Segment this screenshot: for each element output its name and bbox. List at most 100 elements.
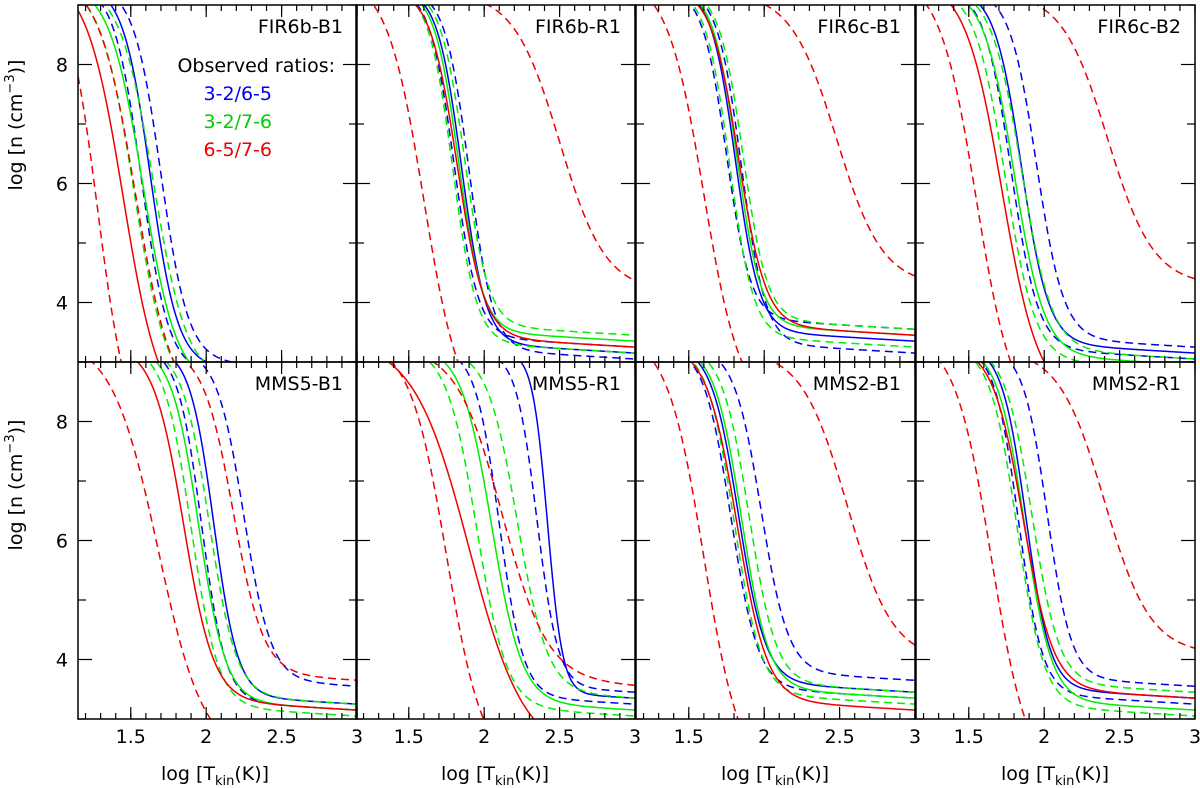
- svg-text:log [Tkin(K)]: log [Tkin(K)]: [441, 763, 549, 788]
- panel-curves: [925, 5, 1195, 362]
- series-line-6-5-7-6-dashed-7: [1035, 5, 1195, 280]
- panel-curves: [653, 5, 915, 362]
- series-line-6-5-7-6-dashed-8: [78, 75, 122, 362]
- panel-title: MMS5-R1: [532, 373, 621, 395]
- x-tick-label: 2.5: [544, 726, 574, 748]
- legend-entry-3-2-6-5: 3-2/6-5: [204, 83, 272, 105]
- x-axis-title-sub: kin: [1055, 774, 1074, 788]
- y-axis-title-text: log [n (cm: [5, 454, 27, 551]
- svg-text:log [Tkin(K)]: log [Tkin(K)]: [721, 763, 829, 788]
- x-axis-title-sub: kin: [775, 774, 794, 788]
- series-line-3-2-7-6-dashed-5: [692, 362, 915, 705]
- legend-title: Observed ratios:: [177, 55, 335, 77]
- panel-fir6c-b1: FIR6c-B1: [635, 4, 916, 363]
- series-line-6-5-7-6-dashed-7: [1031, 362, 1195, 649]
- x-tick-label: 2: [1038, 726, 1050, 748]
- svg-text:log [Tkin(K)]: log [Tkin(K)]: [1001, 763, 1109, 788]
- y-tick-label: 4: [56, 293, 68, 315]
- panel-fir6b-b1: 4 6 8 FIR6b-B1: [56, 4, 358, 363]
- panel-curves: [387, 362, 635, 719]
- series-line-3-2-6-5-dashed-2: [162, 362, 357, 711]
- series-line-6-5-7-6-solid-6: [136, 362, 357, 711]
- series-line-3-2-7-6-dashed-5: [414, 5, 635, 354]
- y-axis-title-text: log [n (cm: [5, 94, 27, 191]
- x-axis-title-end: (K)]: [514, 763, 549, 785]
- panel-curves: [90, 362, 357, 719]
- x-axis-title-sub: kin: [495, 774, 514, 788]
- series-line-3-2-6-5-solid-0: [979, 5, 1195, 354]
- x-tick-label: 2: [758, 726, 770, 748]
- series-line-3-2-6-5-dashed-1: [430, 5, 635, 360]
- x-axis-title-end: (K)]: [1074, 763, 1109, 785]
- panel-frame: [355, 4, 636, 363]
- panel-fir6c-b2: FIR6c-B2: [915, 4, 1196, 363]
- series-line-3-2-6-5-solid-0: [519, 362, 635, 699]
- x-tick-label: 2: [200, 726, 212, 748]
- panel-curves: [372, 5, 635, 362]
- series-line-3-2-6-5-dashed-1: [703, 5, 915, 354]
- series-line-6-5-7-6-dashed-8: [939, 362, 1027, 719]
- panel-title: FIR6c-B2: [1097, 16, 1181, 38]
- series-line-3-2-7-6-dashed-5: [692, 5, 915, 348]
- y-tick-label: 8: [56, 55, 68, 77]
- series-line-3-2-7-6-dashed-4: [165, 362, 357, 705]
- series-line-3-2-7-6-solid-3: [981, 362, 1195, 711]
- x-tick-label: 2.5: [1104, 726, 1134, 748]
- series-line-3-2-6-5-dashed-1: [198, 362, 357, 687]
- x-axis-title-text: log [T: [721, 763, 775, 785]
- x-tick-label: 3: [351, 726, 363, 748]
- x-tick-label: 3: [909, 726, 921, 748]
- series-line-3-2-7-6-solid-3: [442, 362, 635, 711]
- panel-title: MMS5-B1: [255, 373, 343, 395]
- panel-title: MMS2-B1: [813, 373, 901, 395]
- series-line-3-2-7-6-dashed-5: [428, 362, 635, 717]
- series-line-3-2-6-5-solid-0: [109, 5, 209, 362]
- y-tick-label: 4: [56, 650, 68, 672]
- series-line-6-5-7-6-dashed-8: [652, 362, 739, 719]
- legend-entry-3-2-7-6: 3-2/7-6: [204, 111, 272, 133]
- series-line-3-2-6-5-dashed-2: [416, 5, 635, 348]
- x-tick-label: 1.5: [954, 726, 984, 748]
- series-line-3-2-6-5-dashed-1: [718, 362, 915, 682]
- panel-mms2-r1: 1.5 2 2.5 3 MMS2-R1: [915, 361, 1200, 748]
- series-line-3-2-7-6-solid-3: [420, 5, 635, 342]
- x-tick-label: 2: [478, 726, 490, 748]
- series-line-3-2-7-6-dashed-4: [989, 362, 1195, 693]
- x-axis-title-text: log [T: [441, 763, 495, 785]
- series-line-3-2-6-5-dashed-2: [968, 5, 1195, 360]
- series-line-6-5-7-6-solid-6: [976, 362, 1195, 699]
- panel-mms2-b1: 1.5 2 2.5 3 MMS2-B1: [635, 361, 921, 748]
- series-line-6-5-7-6-dashed-8: [372, 5, 459, 362]
- x-axis-title-text: log [T: [161, 763, 215, 785]
- series-line-6-5-7-6-solid-6: [387, 362, 535, 719]
- x-axis-title-col4: log [Tkin(K)]: [1001, 763, 1109, 788]
- y-axis-title-end: )]: [5, 420, 27, 435]
- series-line-3-2-6-5-dashed-2: [689, 5, 915, 331]
- panel-mms5-b1: 4 6 8 1.5 2 2.5 3 MMS5-B1: [56, 361, 363, 748]
- series-line-3-2-7-6-dashed-4: [974, 5, 1195, 360]
- series-line-6-5-7-6-dashed-8: [925, 5, 1012, 362]
- series-line-3-2-7-6-solid-3: [699, 362, 915, 699]
- series-line-3-2-7-6-dashed-5: [147, 362, 357, 717]
- x-axis-title-sub: kin: [215, 774, 234, 788]
- series-line-3-2-7-6-solid-3: [155, 362, 357, 711]
- x-tick-label: 1.5: [116, 726, 146, 748]
- series-line-3-2-6-5-solid-0: [698, 5, 915, 342]
- panel-frame: [635, 4, 916, 363]
- series-line-6-5-7-6-dashed-8: [90, 362, 212, 719]
- series-line-3-2-7-6-solid-3: [699, 5, 915, 336]
- series-line-3-2-6-5-dashed-2: [459, 362, 635, 705]
- series-line-3-2-6-5-dashed-2: [980, 362, 1195, 705]
- series-line-3-2-6-5-solid-0: [174, 362, 357, 705]
- x-tick-label: 2.5: [266, 726, 296, 748]
- svg-text:log [Tkin(K)]: log [Tkin(K)]: [161, 763, 269, 788]
- x-tick-label: 2.5: [824, 726, 854, 748]
- x-axis-title-end: (K)]: [234, 763, 269, 785]
- x-axis-title-col3: log [Tkin(K)]: [721, 763, 829, 788]
- series-line-6-5-7-6-solid-6: [414, 5, 635, 348]
- x-axis-title-col2: log [Tkin(K)]: [441, 763, 549, 788]
- panel-frame: [915, 361, 1196, 720]
- x-tick-label: 1.5: [394, 726, 424, 748]
- series-line-6-5-7-6-dashed-7: [85, 5, 175, 362]
